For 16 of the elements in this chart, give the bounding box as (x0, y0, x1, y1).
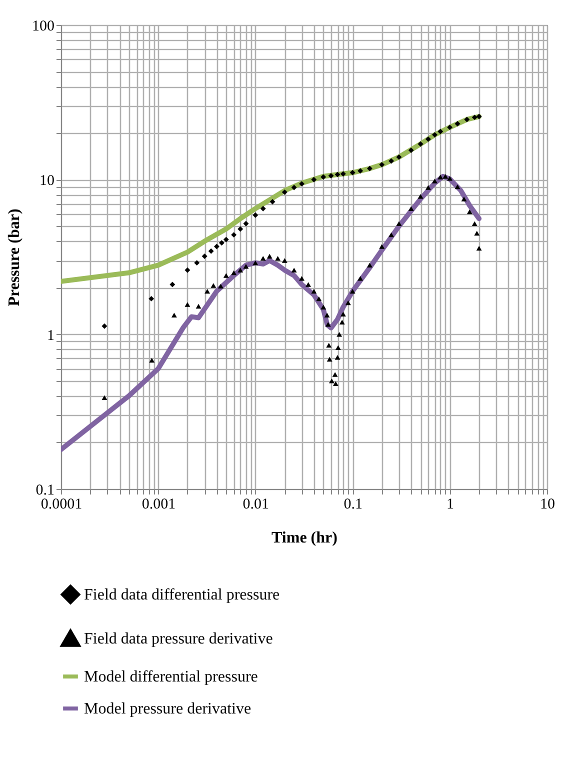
x-tick-label: 0.1 (344, 496, 362, 512)
legend-label: Field data differential pressure (84, 586, 280, 604)
x-tick-label: 0.001 (142, 496, 176, 512)
y-tick-label: 0.1 (36, 482, 54, 498)
y-axis-title: Pressure (bar) (6, 208, 23, 306)
x-tick-label: 0.0001 (40, 496, 82, 512)
x-tick-label: 10 (540, 496, 555, 512)
y-tick-label: 100 (32, 18, 54, 34)
x-axis-title: Time (hr) (272, 530, 338, 546)
x-tick-label: 0.01 (242, 496, 270, 512)
x-tick-label: 1 (446, 496, 454, 512)
legend-label: Model pressure derivative (84, 700, 252, 718)
y-tick-label: 10 (40, 173, 54, 190)
legend-label: Model differential pressure (84, 668, 258, 686)
legend-label: Field data pressure derivative (84, 630, 273, 648)
y-tick-label: 1 (47, 328, 54, 344)
